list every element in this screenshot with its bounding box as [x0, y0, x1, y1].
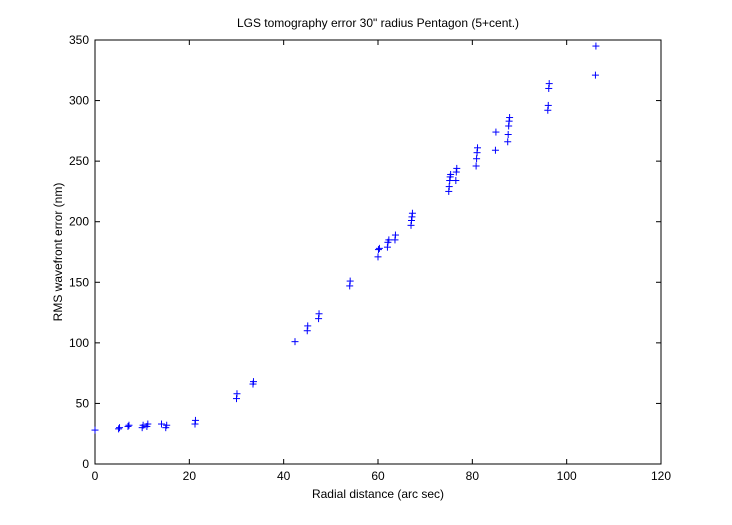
- data-point: [591, 71, 599, 79]
- data-point: [391, 231, 399, 239]
- data-point: [374, 253, 382, 261]
- data-point: [447, 170, 455, 178]
- data-point: [91, 426, 99, 434]
- axis-ticks: 0 20 40 60 80 100 120 0 50 100 150 200 250 300 350: [69, 33, 671, 483]
- data-point: [163, 421, 171, 429]
- data-point: [124, 422, 132, 430]
- data-point: [375, 244, 383, 252]
- data-point: [408, 209, 416, 217]
- x-tick-label: 100: [557, 469, 577, 483]
- data-point: [544, 101, 552, 109]
- data-point: [374, 246, 382, 254]
- data-point: [304, 322, 312, 330]
- y-tick-label: 150: [69, 275, 89, 289]
- data-point: [385, 236, 393, 244]
- data-point: [158, 420, 166, 428]
- data-point: [139, 421, 147, 429]
- x-tick-label: 60: [371, 469, 385, 483]
- data-point: [115, 425, 123, 433]
- data-point: [249, 378, 257, 386]
- y-tick-label: 200: [69, 215, 89, 229]
- x-tick-label: 20: [183, 469, 197, 483]
- y-tick-label: 100: [69, 336, 89, 350]
- chart-title: LGS tomography error 30" radius Pentagon…: [237, 16, 519, 30]
- data-point: [592, 42, 600, 50]
- data-point: [504, 130, 512, 138]
- data-point: [116, 424, 124, 432]
- y-tick-label: 0: [82, 457, 89, 471]
- data-point: [346, 277, 354, 285]
- data-point: [291, 338, 299, 346]
- data-point: [452, 177, 460, 185]
- x-tick-label: 40: [277, 469, 291, 483]
- data-point: [191, 416, 199, 424]
- x-tick-label: 0: [92, 469, 99, 483]
- data-point: [473, 155, 481, 163]
- data-point: [545, 80, 553, 88]
- y-tick-label: 250: [69, 154, 89, 168]
- data-point: [492, 128, 500, 136]
- x-tick-label: 120: [651, 469, 671, 483]
- x-tick-label: 80: [466, 469, 480, 483]
- data-point: [472, 162, 480, 170]
- data-markers: [91, 42, 600, 434]
- data-point: [125, 421, 133, 429]
- data-point: [504, 138, 512, 146]
- data-point: [453, 164, 461, 172]
- x-axis-label: Radial distance (arc sec): [312, 487, 444, 501]
- data-point: [315, 310, 323, 318]
- y-axis-label: RMS wavefront error (nm): [51, 183, 65, 322]
- data-point: [506, 114, 514, 122]
- data-point: [445, 183, 453, 191]
- data-point: [491, 146, 499, 154]
- y-tick-label: 300: [69, 94, 89, 108]
- data-point: [144, 420, 152, 428]
- y-tick-label: 350: [69, 33, 89, 47]
- y-tick-label: 50: [76, 396, 90, 410]
- data-point: [233, 390, 241, 398]
- data-point: [474, 144, 482, 152]
